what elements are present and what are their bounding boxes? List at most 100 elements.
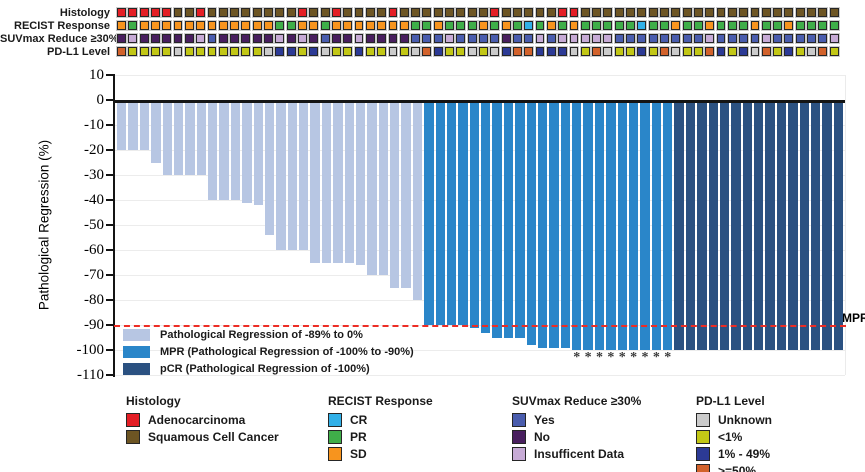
bar-column — [481, 100, 491, 333]
track-cell — [739, 21, 749, 31]
bar — [401, 100, 411, 288]
track-cell — [535, 47, 545, 57]
bar-column — [390, 100, 400, 288]
track-cell — [331, 47, 341, 57]
chart-legend-label: pCR (Pathological Regression of -100%) — [160, 362, 370, 375]
track-cell — [512, 21, 522, 31]
track-cell — [128, 34, 138, 44]
y-tick-label: -110 — [77, 367, 104, 383]
bar-column — [378, 100, 388, 275]
y-tick-mark — [106, 349, 113, 351]
track-cell — [331, 8, 341, 18]
track-row-suvmax: SUVmax Reduce ≥30% — [0, 34, 865, 45]
track-cell — [648, 34, 658, 44]
y-tick-mark — [106, 274, 113, 276]
track-cell — [535, 8, 545, 18]
legend-item-label: Adenocarcinoma — [148, 412, 246, 427]
track-cell — [139, 47, 149, 57]
bar-column — [754, 100, 764, 350]
track-cell — [264, 47, 273, 57]
track-cell — [524, 21, 534, 31]
bar — [242, 100, 252, 203]
bar-column — [492, 100, 502, 338]
bar-column — [560, 100, 570, 348]
track-cell — [637, 8, 647, 18]
track-cell — [230, 8, 240, 18]
track-cell — [207, 47, 217, 57]
y-tick-mark — [106, 99, 113, 101]
legend-item-label: PR — [350, 429, 367, 444]
bar — [355, 100, 366, 265]
track-cell — [309, 47, 319, 57]
bar-column — [208, 100, 218, 200]
track-cell — [388, 21, 398, 31]
track-cell — [309, 8, 319, 18]
track-cell — [139, 34, 149, 44]
track-cell — [546, 8, 556, 18]
chart-legend-row: MPR (Pathological Regression of -100% to… — [123, 343, 414, 360]
track-cell — [501, 34, 511, 44]
track-cell — [117, 47, 126, 57]
track-cell — [716, 21, 726, 31]
bar-column: * — [583, 100, 593, 365]
legend-item-label: Unknown — [718, 412, 772, 427]
track-cell — [286, 8, 296, 18]
grid-line — [115, 200, 845, 201]
track-cell — [354, 21, 364, 31]
bar-column: * — [594, 100, 605, 365]
mpr-label: MPR — [842, 311, 865, 325]
bar — [833, 100, 843, 350]
chart-legend-row: Pathological Regression of -89% to 0% — [123, 326, 414, 343]
track-cell — [162, 34, 172, 44]
track-cell — [320, 47, 330, 57]
track-cell — [761, 8, 771, 18]
bar-column — [139, 100, 150, 150]
legend-swatch — [512, 429, 526, 444]
bar-column — [162, 100, 172, 175]
track-cell — [761, 47, 771, 57]
track-cell — [422, 34, 432, 44]
track-cell — [150, 21, 160, 31]
legend-swatch — [696, 446, 710, 461]
track-cell — [773, 47, 783, 57]
track-cell — [693, 21, 703, 31]
bar — [594, 100, 605, 350]
track-cell — [456, 21, 466, 31]
bar-column: * — [572, 100, 582, 365]
track-cell — [377, 21, 387, 31]
track-cell — [829, 21, 839, 31]
track-cell — [626, 34, 635, 44]
track-cell — [331, 34, 341, 44]
mpr-threshold-line — [114, 325, 846, 327]
track-cell — [569, 34, 579, 44]
track-cell — [467, 8, 477, 18]
bar — [378, 100, 388, 275]
track-cell — [456, 34, 466, 44]
legend-group-title: RECIST Response — [328, 394, 433, 408]
plot-area: * * * * * * * * * Pathological Regression of -89… — [114, 75, 846, 376]
track-row-pdl1: PD-L1 Level — [0, 47, 865, 58]
y-tick-mark — [106, 174, 113, 176]
track-cell — [445, 34, 454, 44]
bar — [264, 100, 275, 235]
bar — [503, 100, 514, 338]
track-cell — [569, 47, 579, 57]
legend-swatch — [328, 446, 342, 461]
track-cell — [501, 21, 511, 31]
asterisk-marker: * — [618, 350, 626, 365]
track-cell — [354, 47, 364, 57]
track-cell — [196, 47, 206, 57]
bar — [651, 100, 661, 350]
legend-item: >=50% — [696, 462, 772, 472]
track-cell — [445, 47, 454, 57]
track-cell — [354, 34, 364, 44]
track-cell — [795, 47, 805, 57]
track-cell — [807, 8, 816, 18]
track-cell — [818, 8, 828, 18]
track-cell — [331, 21, 341, 31]
track-cell — [807, 34, 816, 44]
track-cell — [173, 8, 183, 18]
track-cell — [750, 8, 760, 18]
track-cell — [128, 8, 138, 18]
legend-item: Insufficent Data — [512, 445, 641, 462]
